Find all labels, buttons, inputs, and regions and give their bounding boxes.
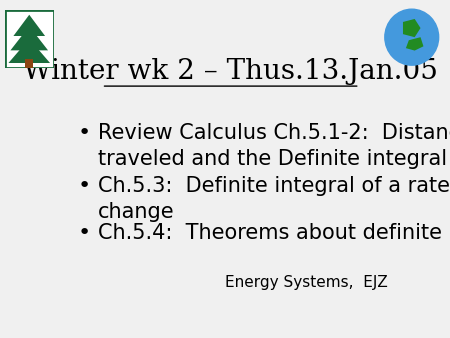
Polygon shape <box>14 15 45 36</box>
Text: •: • <box>77 176 91 196</box>
Circle shape <box>385 9 439 65</box>
Bar <box>25 59 33 68</box>
Polygon shape <box>9 39 50 63</box>
Polygon shape <box>406 37 423 51</box>
Text: Energy Systems,  EJZ: Energy Systems, EJZ <box>225 275 387 290</box>
Text: Review Calculus Ch.5.1-2:  Distance
traveled and the Definite integral: Review Calculus Ch.5.1-2: Distance trave… <box>98 123 450 169</box>
Text: Ch.5.4:  Theorems about definite integrals: Ch.5.4: Theorems about definite integral… <box>98 223 450 243</box>
Text: Ch.5.3:  Definite integral of a rate = total
change: Ch.5.3: Definite integral of a rate = to… <box>98 176 450 222</box>
Text: •: • <box>77 123 91 143</box>
Polygon shape <box>403 19 420 37</box>
Text: •: • <box>77 223 91 243</box>
Polygon shape <box>10 26 48 50</box>
Text: Winter wk 2 – Thus.13.Jan.05: Winter wk 2 – Thus.13.Jan.05 <box>23 58 438 85</box>
